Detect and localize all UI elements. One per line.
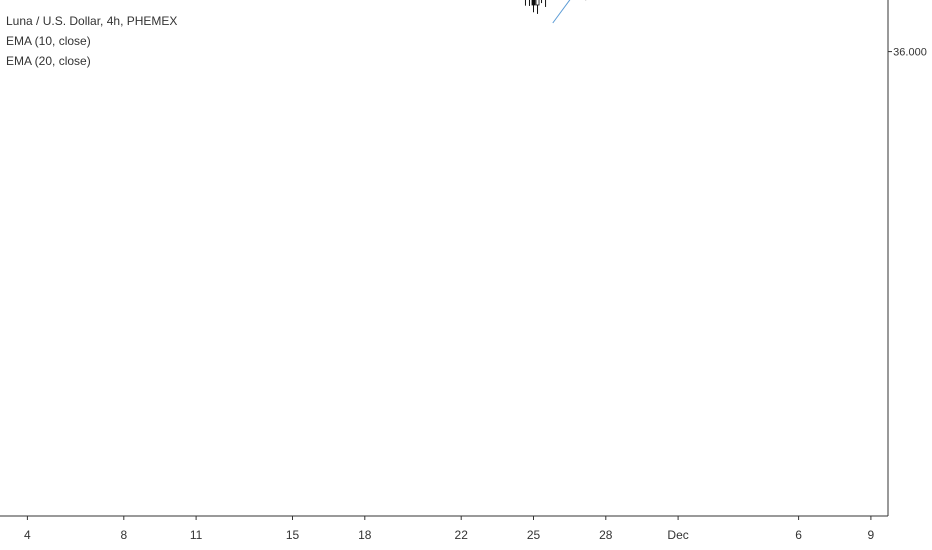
x-tick-label: 22 xyxy=(455,528,469,542)
x-tick-label: 28 xyxy=(599,528,613,542)
symbol-title[interactable]: Luna / U.S. Dollar, 4h, PHEMEX xyxy=(6,14,178,28)
ema10-label[interactable]: EMA (10, close) xyxy=(6,34,91,48)
x-tick-label: 4 xyxy=(24,528,31,542)
chart-legend: Luna / U.S. Dollar, 4h, PHEMEX EMA (10, … xyxy=(6,11,177,71)
x-tick-label: 25 xyxy=(527,528,541,542)
x-tick-label: Dec xyxy=(667,528,688,542)
x-tick-label: 11 xyxy=(190,528,203,542)
x-tick-label: 9 xyxy=(868,528,875,542)
candle xyxy=(531,0,536,6)
x-tick-label: 8 xyxy=(120,528,127,542)
candle xyxy=(535,0,540,6)
ema20-label[interactable]: EMA (20, close) xyxy=(6,54,91,68)
y-tick-label: 40.000 xyxy=(893,0,927,1)
y-tick-label: 36.000 xyxy=(893,47,927,59)
trendline[interactable] xyxy=(552,0,881,24)
candlesticks xyxy=(524,0,587,14)
x-tick-label: 18 xyxy=(358,528,372,542)
x-tick-label: 6 xyxy=(795,528,802,542)
x-tick-label: 15 xyxy=(286,528,300,542)
